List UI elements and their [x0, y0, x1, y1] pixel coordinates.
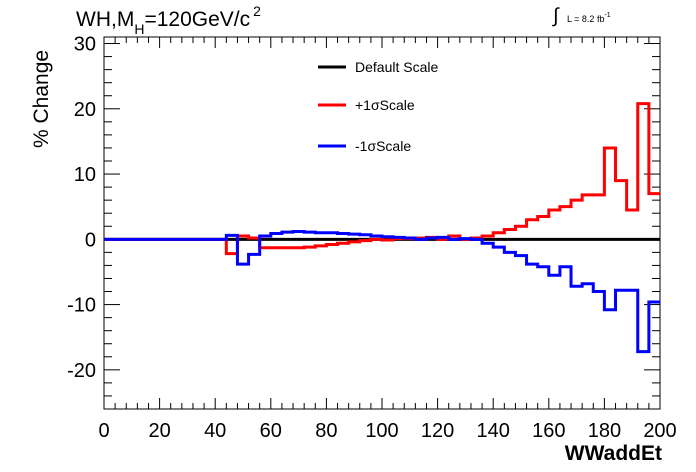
legend: Default Scale +1σScale -1σScale: [318, 59, 438, 154]
plot-frame: [103, 36, 661, 410]
x-tick-label: 140: [477, 420, 510, 442]
title-text: WH,M: [76, 8, 135, 31]
x-tick-label: 20: [148, 420, 170, 442]
title-subscript: H: [134, 21, 145, 37]
integral-sign-icon: ∫: [553, 5, 559, 27]
luminosity-text: L = 8.2 fb: [567, 14, 605, 24]
series-group: [104, 102, 660, 354]
y-tick-label: 10: [74, 164, 96, 186]
title-rest: =120GeV/c: [144, 8, 251, 31]
x-tick-label: 100: [365, 420, 398, 442]
y-tick-label: 20: [74, 99, 96, 121]
x-tick-label: 80: [315, 420, 337, 442]
x-tick-label: 40: [204, 420, 226, 442]
axes-frame: 0 20 40 60 80 100 120 140 160 180 200 -20 -10 0 10 20 30: [67, 34, 677, 442]
x-tick-label: 160: [532, 420, 565, 442]
legend-label: Default Scale: [355, 59, 438, 75]
series-line-2: [104, 229, 660, 354]
chart-title: WH,MH=120GeV/c 2: [76, 3, 261, 37]
y-axis-label: % Change: [30, 49, 53, 148]
y-tick-label: 0: [85, 229, 96, 251]
x-tick-label: 180: [588, 420, 621, 442]
luminosity-unit-superscript: -1: [604, 12, 611, 19]
x-tick-label: 120: [421, 420, 454, 442]
x-tick-label: 0: [98, 420, 109, 442]
x-tick-label: 60: [260, 420, 282, 442]
luminosity-label: ∫ L = 8.2 fb-1: [553, 5, 611, 27]
series-line-1: [104, 102, 660, 256]
y-tick-label: -10: [67, 295, 96, 317]
legend-label: -1σScale: [355, 138, 411, 154]
x-axis-label: WWaddEt: [564, 442, 662, 465]
y-tick-label: -20: [67, 360, 96, 382]
title-superscript: 2: [253, 3, 261, 19]
x-tick-label: 200: [643, 420, 676, 442]
y-tick-label: 30: [74, 34, 96, 56]
legend-label: +1σScale: [355, 97, 415, 113]
